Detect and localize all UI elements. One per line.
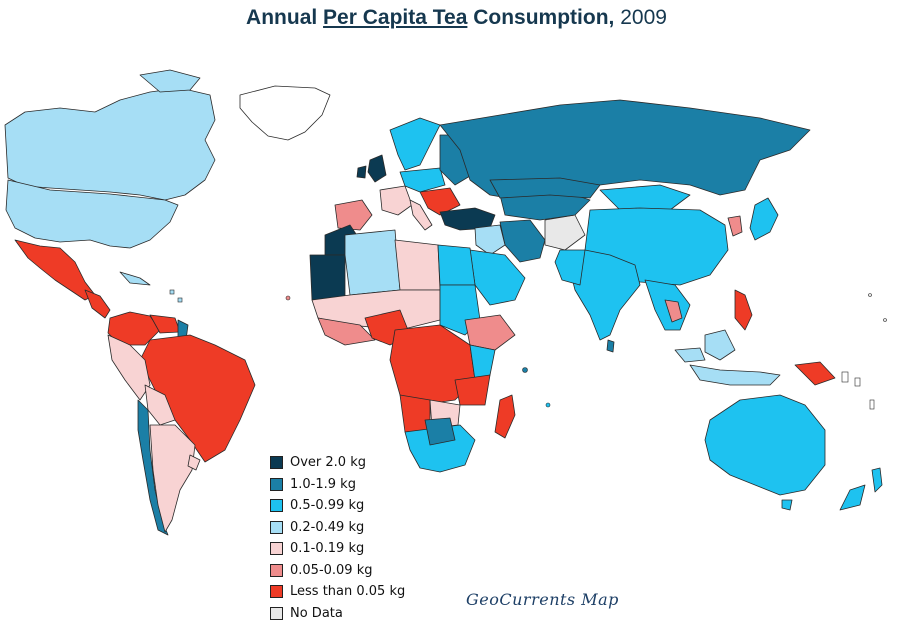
island-8 [841,371,849,383]
region-egypt [437,244,476,286]
legend-swatch [270,606,283,620]
map-title: Annual Per Capita Tea Consumption, 2009 [246,6,667,29]
region-mexico [14,239,96,301]
island-2 [177,297,183,303]
region-mongolia [599,184,691,211]
map-legend: Over 2.0 kg 1.0-1.9 kg 0.5-0.99 kg 0.2-0… [270,452,405,624]
region-arctic-islands [139,69,201,93]
region-ethiopia [464,314,516,351]
legend-item: 0.2-0.49 kg [270,517,405,539]
region-angola [399,394,431,433]
region-new-zealand-south [839,484,866,511]
island-4 [545,402,551,408]
region-iran [499,219,546,263]
region-libya [394,239,441,291]
legend-item: 0.1-0.19 kg [270,538,405,560]
region-philippines [734,289,753,331]
region-chile [137,399,169,536]
island-3 [522,367,528,373]
legend-swatch [270,456,283,470]
region-png [794,361,836,386]
region-russia [439,99,811,201]
region-canada [4,87,216,201]
region-tasmania [781,499,793,511]
region-borneo [704,329,736,361]
region-madagascar [494,394,516,439]
island-1 [169,289,175,295]
legend-item: No Data [270,603,405,625]
legend-item: Over 2.0 kg [270,452,405,474]
region-peru [107,334,151,401]
region-sri-lanka [606,339,615,353]
region-caribbean [119,271,151,286]
region-japan [749,197,779,241]
region-colombia [107,311,161,346]
region-france [379,185,413,216]
region-new-zealand [871,467,883,493]
region-bolivia [144,384,176,426]
island-6 [868,293,872,297]
legend-item: 1.0-1.9 kg [270,474,405,496]
region-usa [5,179,179,249]
region-malaysia [674,347,706,363]
island-7 [883,318,887,322]
legend-swatch [270,477,283,491]
region-algeria [344,229,401,296]
legend-swatch [270,563,283,577]
region-thailand [664,299,683,323]
region-afghanistan [544,214,586,251]
title-link[interactable]: Per Capita Tea [323,6,468,29]
legend-item: 0.05-0.09 kg [270,560,405,582]
island-10 [869,399,875,410]
region-scandinavia [389,117,441,171]
legend-item: Less than 0.05 kg [270,581,405,603]
region-iraq-syria [474,224,506,256]
region-central-africa [389,324,476,406]
region-greenland [239,85,331,141]
region-ireland [356,165,367,179]
region-argentina [149,424,196,533]
region-balkans [419,187,461,216]
region-western-sahara [309,254,346,301]
region-brazil [139,334,256,463]
region-italy [409,199,433,231]
region-tanzania [454,374,491,406]
region-botswana [424,417,456,446]
region-korea [727,215,743,237]
legend-item: 0.5-0.99 kg [270,495,405,517]
legend-swatch [270,585,283,599]
legend-swatch [270,542,283,556]
region-indonesia [689,364,781,386]
region-uruguay [187,454,201,471]
island-5 [285,295,291,301]
region-australia [704,394,826,496]
region-southern-africa [404,424,476,473]
region-iberia [334,199,373,231]
legend-swatch [270,499,283,513]
region-kazakhstan [489,177,601,199]
legend-swatch [270,520,283,534]
map-credit: GeoCurrents Map [466,590,619,609]
island-9 [854,377,861,387]
region-pakistan [554,249,586,286]
region-uk [367,154,387,183]
region-west-africa [317,317,376,346]
region-central-america [84,289,111,319]
region-central-europe [399,167,446,193]
